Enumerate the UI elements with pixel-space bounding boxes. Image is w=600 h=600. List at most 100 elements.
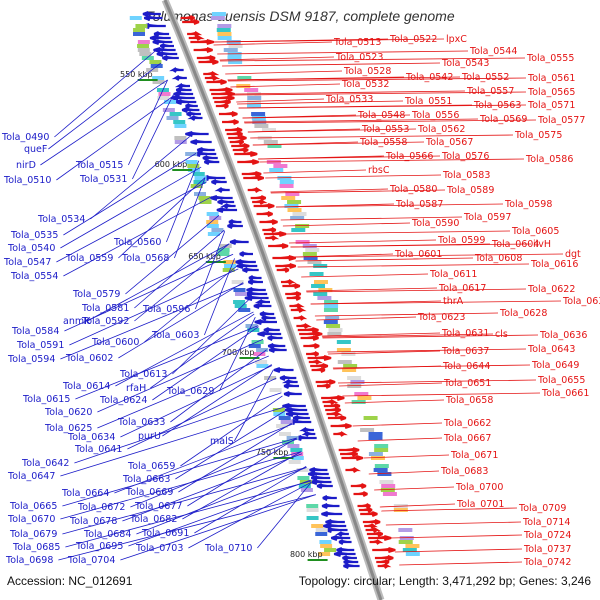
leader-line-plus xyxy=(321,332,441,337)
gene-label-plus: Tola_0700 xyxy=(455,482,503,493)
gene-label-plus: Tola_0661 xyxy=(541,388,589,399)
plus-strand-gene xyxy=(374,554,394,562)
minus-strand-gene xyxy=(299,427,314,433)
feature-block xyxy=(368,452,383,456)
leader-line-minus xyxy=(128,79,168,166)
feature-block xyxy=(287,208,302,212)
plus-strand-gene xyxy=(330,422,352,430)
feature-block xyxy=(315,532,328,536)
gene-label-plus: Tola_0551 xyxy=(404,96,452,107)
gene-label-plus: Tola_0565 xyxy=(527,87,575,98)
plus-strand-gene xyxy=(256,210,273,218)
plus-strand-gene xyxy=(215,103,229,109)
gene-label-minus: Tola_0663 xyxy=(122,474,170,485)
gene-label-minus: Tola_0677 xyxy=(134,501,182,512)
leader-line-plus xyxy=(270,188,389,193)
gene-label-minus: Tola_0620 xyxy=(44,407,92,418)
feature-block xyxy=(377,472,392,476)
leader-line-plus xyxy=(265,174,442,179)
feature-block xyxy=(194,176,207,180)
gene-label-minus: Tola_0642 xyxy=(21,458,69,469)
plus-strand-gene xyxy=(372,546,396,554)
feature-block xyxy=(185,160,198,164)
gene-label-plus: Tola_0587 xyxy=(395,199,443,210)
gene-label-minus: Tola_0684 xyxy=(83,529,131,540)
gene-label-plus: Tola_0569 xyxy=(479,114,527,125)
feature-block xyxy=(149,60,162,64)
feature-block xyxy=(295,240,310,244)
leader-line-minus xyxy=(127,377,277,450)
genome-backbone xyxy=(161,0,385,600)
gene-label-minus: Tola_0614 xyxy=(62,381,110,392)
feature-block xyxy=(370,456,385,460)
feature-block xyxy=(288,460,301,464)
gene-label-plus: Tola_0555 xyxy=(526,53,574,64)
minus-strand-gene xyxy=(159,43,174,49)
minus-strand-gene xyxy=(263,326,280,334)
minus-strand-gene xyxy=(257,330,282,338)
feature-block xyxy=(368,432,383,436)
feature-block xyxy=(323,308,338,312)
feature-block xyxy=(405,544,420,548)
feature-block xyxy=(326,324,341,328)
minus-strand-gene xyxy=(247,278,263,286)
feature-block xyxy=(280,420,293,424)
gene-label-minus: Tola_0678 xyxy=(69,516,117,527)
feature-block xyxy=(233,288,246,292)
leader-line-minus xyxy=(166,160,200,243)
feature-block xyxy=(234,292,247,296)
feature-block xyxy=(211,228,224,232)
feature-block xyxy=(174,124,187,128)
feature-tracks xyxy=(129,10,420,570)
feature-block xyxy=(254,124,269,128)
gene-label-minus: Tola_0560 xyxy=(113,237,161,248)
minus-strand-gene xyxy=(273,366,294,374)
leader-line-minus xyxy=(130,438,298,508)
feature-block xyxy=(306,516,319,520)
feature-block xyxy=(255,360,268,364)
leader-line-plus xyxy=(250,134,514,139)
gene-label-plus: Tola_0651 xyxy=(443,378,491,389)
feature-block xyxy=(256,348,269,352)
gene-label-minus: Tola_0682 xyxy=(129,514,177,525)
gene-label-plus: Tola_0586 xyxy=(525,154,573,165)
feature-block xyxy=(374,444,389,448)
leader-line-plus xyxy=(275,203,504,208)
gene-label-plus: Tola_0671 xyxy=(450,450,498,461)
feature-block xyxy=(318,288,333,292)
minus-strand-gene xyxy=(227,222,243,230)
minus-strand-gene xyxy=(281,379,298,385)
plus-strand-gene xyxy=(196,54,216,62)
leader-line-minus xyxy=(65,480,312,548)
leader-line-minus xyxy=(63,153,197,236)
plus-strand-gene xyxy=(341,454,364,462)
leader-line-minus xyxy=(188,481,312,549)
feature-block xyxy=(206,224,219,228)
minus-strand-gene xyxy=(267,342,286,350)
gene-label-plus: Tola_0616 xyxy=(530,259,578,270)
plus-strand-gene xyxy=(262,227,277,233)
gene-label-minus: Tola_0613 xyxy=(119,369,167,380)
leader-line-plus xyxy=(213,41,333,46)
leader-line-minus xyxy=(60,283,244,360)
feature-block xyxy=(228,60,243,64)
feature-block xyxy=(320,544,333,548)
feature-block xyxy=(302,244,317,248)
leader-line-minus xyxy=(48,62,162,150)
feature-block xyxy=(323,320,338,324)
plus-strand-gene xyxy=(303,342,320,350)
feature-block xyxy=(269,388,282,392)
minus-strand-gene xyxy=(169,67,184,73)
feature-block xyxy=(158,92,171,96)
gene-label-minus: Tola_0547 xyxy=(3,257,51,268)
feature-block xyxy=(135,24,148,28)
plus-strand-gene xyxy=(345,467,361,473)
feature-block xyxy=(291,456,304,460)
feature-block xyxy=(210,16,225,20)
feature-block xyxy=(325,316,340,320)
leader-line-plus xyxy=(244,118,479,123)
leader-line-plus xyxy=(290,243,532,248)
leader-line-plus xyxy=(237,100,404,105)
plus-strand-gene xyxy=(333,431,348,437)
